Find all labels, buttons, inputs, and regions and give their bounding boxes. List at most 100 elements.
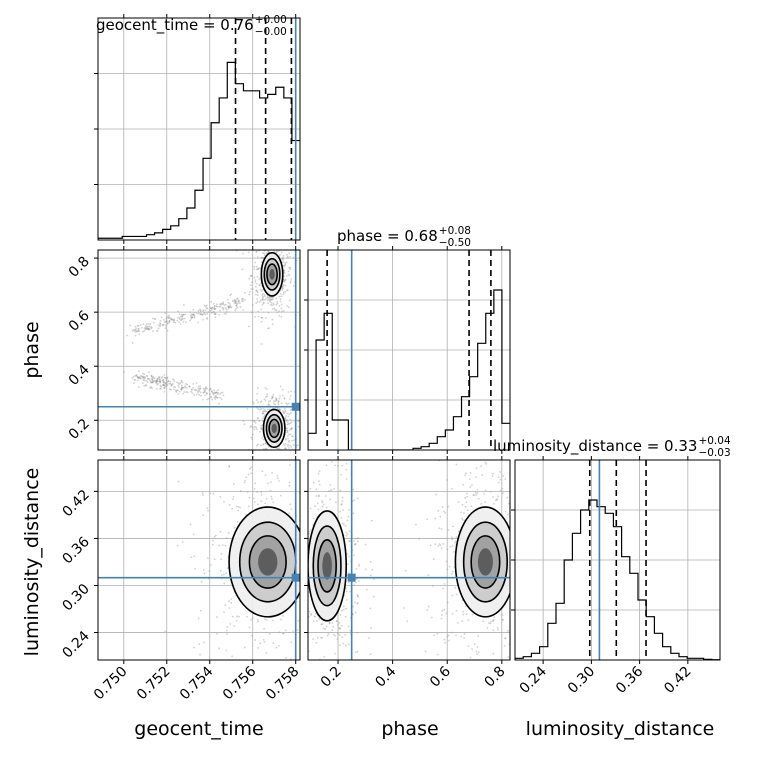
p10-scatter-point xyxy=(163,386,166,389)
p10-scatter-point xyxy=(204,313,207,316)
p10-scatter-point xyxy=(284,442,287,445)
p21-scatter-point xyxy=(356,631,359,634)
p20-scatter-point xyxy=(270,495,273,498)
p10-scatter-point xyxy=(262,245,264,247)
p10-scatter-point xyxy=(206,398,208,401)
p10-scatter-point xyxy=(298,458,300,460)
p10-scatter-point xyxy=(170,319,173,321)
p21-scatter-point xyxy=(322,457,324,459)
p10-scatter-point xyxy=(292,238,294,240)
p10-scatter-point xyxy=(269,467,271,469)
p10-scatter-point xyxy=(138,330,140,332)
p10-scatter-point xyxy=(229,306,232,309)
p21-scatter-point xyxy=(534,529,536,531)
p10-scatter-point xyxy=(213,307,216,310)
p21-scatter-point xyxy=(316,636,319,639)
xlabel-phase: phase xyxy=(381,718,438,740)
p21-scatter-point xyxy=(309,507,312,510)
p21-scatter-point xyxy=(354,601,356,604)
p10-scatter-point xyxy=(164,385,167,387)
p10-contour-0 xyxy=(260,251,284,297)
p20-scatter-point xyxy=(265,497,268,500)
p10-scatter-point xyxy=(280,247,282,249)
p10-scatter-point xyxy=(148,378,151,380)
p21-scatter-point xyxy=(434,517,437,520)
p10-scatter-point xyxy=(274,457,276,459)
p21-scatter-point xyxy=(309,668,311,670)
p10-scatter-point xyxy=(257,315,260,318)
p21-scatter-point xyxy=(475,650,478,653)
p21-scatter-point xyxy=(314,612,317,615)
p10-scatter-point xyxy=(286,431,289,434)
p20-scatter-point xyxy=(202,569,205,571)
p10-scatter-point xyxy=(202,387,205,390)
p10-scatter-point xyxy=(136,324,139,327)
p21-scatter-point xyxy=(315,620,318,622)
p20-scatter-point xyxy=(250,472,253,475)
p10-scatter-point xyxy=(138,333,141,335)
p10-scatter-point xyxy=(237,299,240,302)
p10-density-level-3 xyxy=(269,268,275,280)
p21-scatter-point xyxy=(303,495,305,497)
p10-scatter-point xyxy=(287,437,289,440)
p20-scatter-point xyxy=(190,556,193,559)
p10-scatter-point xyxy=(270,397,273,400)
p10-scatter-point xyxy=(141,376,144,378)
p21-scatter-point xyxy=(306,602,308,604)
luminosity_distance-histogram xyxy=(515,499,720,660)
p21-scatter-point xyxy=(341,609,344,612)
p10-scatter-point xyxy=(148,371,150,374)
p20-scatter-point xyxy=(271,619,274,622)
p21-scatter-point xyxy=(519,575,521,577)
p21-scatter-point xyxy=(477,651,480,654)
p21-scatter-point xyxy=(310,612,313,615)
p10-scatter-point xyxy=(215,305,218,308)
p10-scatter-point xyxy=(155,381,157,384)
p10-scatter-point xyxy=(181,317,184,320)
p20-scatter-point xyxy=(231,615,234,618)
p10-scatter-point xyxy=(216,393,219,395)
p20-scatter-point xyxy=(243,481,246,484)
p10-scatter-point xyxy=(202,318,204,321)
p21-scatter-point xyxy=(354,537,357,540)
p10-scatter-point xyxy=(139,324,142,326)
p10-scatter-point xyxy=(277,462,279,464)
p21-scatter-point xyxy=(517,556,519,558)
p20-scatter-point xyxy=(248,496,251,499)
p21-scatter-point xyxy=(474,491,477,494)
p21-scatter-point xyxy=(454,586,457,589)
p10-scatter-point xyxy=(193,315,196,318)
p10-scatter-point xyxy=(182,313,185,316)
p21-scatter-point xyxy=(357,602,359,604)
p10-scatter-point xyxy=(142,377,145,379)
p10-scatter-point xyxy=(269,297,272,299)
p10-scatter-point xyxy=(262,252,264,255)
p20-scatter-point xyxy=(247,473,250,476)
p10-scatter-point xyxy=(284,279,286,282)
p10-scatter-point xyxy=(178,318,181,320)
p10-scatter-point xyxy=(275,245,277,247)
p10-scatter-point xyxy=(157,324,160,327)
p21-scatter-point xyxy=(511,483,513,485)
p10-scatter-point xyxy=(159,322,161,324)
p10-scatter-point xyxy=(196,390,199,393)
p10-scatter-point xyxy=(282,284,285,286)
p20-scatter-point xyxy=(263,627,266,630)
p10-scatter-point xyxy=(134,329,137,332)
p21-scatter-point xyxy=(484,452,486,454)
p21-scatter-point xyxy=(442,587,444,590)
p10-scatter-point xyxy=(259,229,261,231)
p10-scatter-point xyxy=(148,325,151,328)
p20-scatter-point xyxy=(225,572,228,575)
p10-scatter-point xyxy=(191,392,194,395)
p10-scatter-point xyxy=(137,328,140,331)
p10-scatter-point xyxy=(278,448,281,450)
p21-scatter-point xyxy=(323,451,325,453)
p10-scatter-point xyxy=(277,224,279,226)
p21-scatter-point xyxy=(484,489,487,492)
p21-scatter-point xyxy=(467,619,470,622)
p10-scatter-point xyxy=(253,276,256,279)
p10-scatter-point xyxy=(265,396,267,398)
p10-scatter-point xyxy=(136,376,139,378)
p21-scatter-point xyxy=(323,655,326,658)
